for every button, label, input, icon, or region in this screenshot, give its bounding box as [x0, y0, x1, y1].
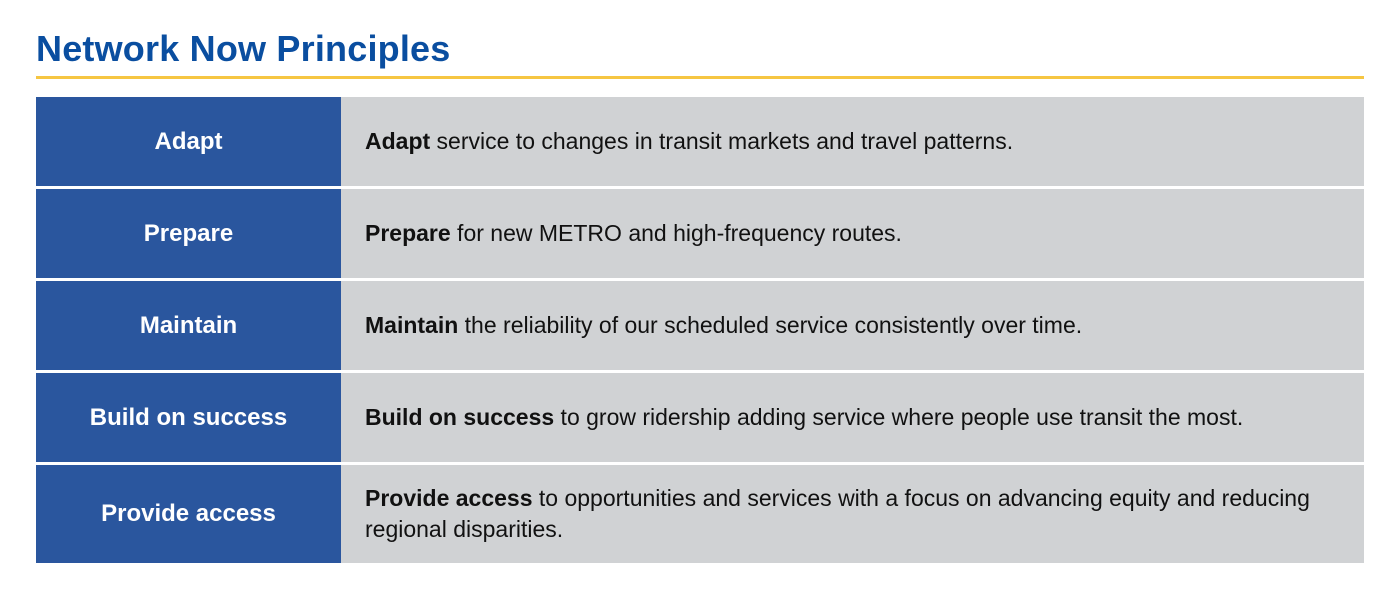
table-row: Maintain Maintain the reliability of our… — [36, 281, 1364, 373]
principle-description-rest: the reliability of our scheduled service… — [458, 312, 1082, 338]
principle-description-rest: for new METRO and high-frequency routes. — [451, 220, 902, 246]
principle-label: Maintain — [36, 281, 341, 373]
table-row: Provide access Provide access to opportu… — [36, 465, 1364, 563]
page-title: Network Now Principles — [36, 28, 1364, 70]
principle-description-lead: Provide access — [365, 485, 533, 511]
principle-description-lead: Maintain — [365, 312, 458, 338]
principle-description: Prepare for new METRO and high-frequency… — [341, 189, 1364, 281]
table-row: Prepare Prepare for new METRO and high-f… — [36, 189, 1364, 281]
principle-description: Build on success to grow ridership addin… — [341, 373, 1364, 465]
table-row: Adapt Adapt service to changes in transi… — [36, 97, 1364, 189]
principle-description: Provide access to opportunities and serv… — [341, 465, 1364, 563]
principle-description-rest: to grow ridership adding service where p… — [554, 404, 1243, 430]
title-underline — [36, 76, 1364, 79]
table-row: Build on success Build on success to gro… — [36, 373, 1364, 465]
principles-table: Adapt Adapt service to changes in transi… — [36, 97, 1364, 563]
principle-label: Build on success — [36, 373, 341, 465]
principle-label: Prepare — [36, 189, 341, 281]
principle-label: Adapt — [36, 97, 341, 189]
principle-description-rest: service to changes in transit markets an… — [430, 128, 1013, 154]
principle-description-lead: Adapt — [365, 128, 430, 154]
principle-description: Maintain the reliability of our schedule… — [341, 281, 1364, 373]
principle-description: Adapt service to changes in transit mark… — [341, 97, 1364, 189]
principle-description-lead: Prepare — [365, 220, 451, 246]
principle-label: Provide access — [36, 465, 341, 563]
principle-description-lead: Build on success — [365, 404, 554, 430]
